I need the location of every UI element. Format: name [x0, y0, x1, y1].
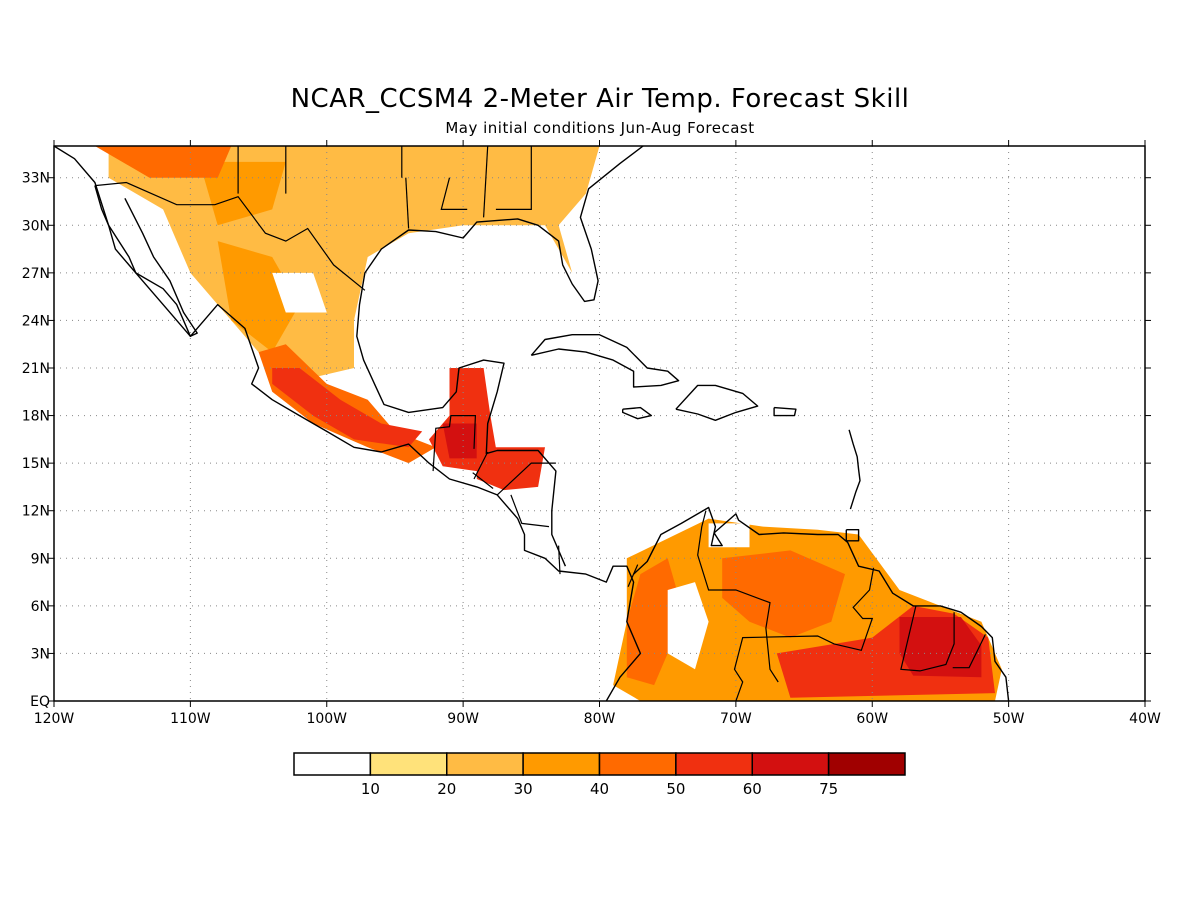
coastline-cuba — [530, 334, 680, 388]
colorbar-swatch — [598, 752, 677, 776]
colorbar-swatch — [751, 752, 830, 776]
colorbar-swatch — [293, 752, 372, 776]
colorbar-swatch — [446, 752, 524, 776]
lat-tick-label: 3N — [31, 646, 50, 662]
skill-region-honduras — [476, 447, 545, 491]
colorbar-swatch — [369, 752, 448, 776]
lat-tick-label: 9N — [31, 551, 50, 567]
border-line — [483, 146, 489, 218]
lon-tick-label: 100W — [306, 711, 347, 727]
skill-region-northern-mexico-usa — [108, 146, 600, 384]
coastline-puerto-rico — [773, 406, 797, 417]
border-line — [952, 634, 986, 669]
page-subtitle: May initial conditions Jun-Aug Forecast — [445, 119, 755, 137]
colorbar-label: 60 — [743, 780, 762, 798]
skill-region-colombia-white-patch — [667, 582, 709, 670]
coastline-south-america — [633, 506, 1010, 701]
lat-tick-label: 33N — [22, 171, 50, 187]
colorbar-label: 10 — [361, 780, 380, 798]
lat-tick-label: 21N — [22, 361, 50, 377]
coastline-lesser-antilles — [848, 429, 861, 510]
skill-region-guatemala-core — [442, 423, 477, 459]
border-line — [405, 177, 410, 229]
coastline-trinidad — [845, 529, 860, 542]
coastline-jamaica — [622, 406, 652, 420]
skill-region-venezuela-central — [722, 550, 845, 638]
skill-region-southwest-us-hot — [94, 146, 232, 178]
lat-tick-label: 30N — [22, 218, 50, 234]
lon-tick-label: 40W — [1129, 711, 1161, 727]
border-line — [697, 510, 779, 683]
colorbar-label: 20 — [437, 780, 456, 798]
coastline-baja — [94, 185, 198, 337]
border-line — [94, 181, 366, 291]
border-line — [627, 564, 639, 588]
border-line — [733, 567, 875, 701]
colorbar: 10 20 30 40 50 60 75 — [293, 752, 906, 798]
colorbar-label: 75 — [819, 780, 838, 798]
lat-tick-label: 27N — [22, 266, 50, 282]
colorbar-label: 50 — [666, 780, 685, 798]
coastline-hispaniola — [675, 384, 759, 421]
border-line — [495, 146, 532, 210]
skill-region-mexico-south-hot — [272, 368, 423, 448]
lat-tick-label: 12N — [22, 504, 50, 520]
lon-tick-label: 110W — [170, 711, 211, 727]
coastline-gulf-caribbean — [356, 146, 644, 567]
lon-tick-label: 80W — [584, 711, 616, 727]
colorbar-swatch — [522, 752, 601, 776]
border-line — [473, 451, 489, 480]
colorbar-swatch — [827, 752, 906, 776]
page-title: NCAR_CCSM4 2-Meter Air Temp. Forecast Sk… — [290, 84, 910, 114]
lat-tick-label: 15N — [22, 456, 50, 472]
border-line — [472, 472, 494, 489]
skill-region-sierra-madre-occidental — [217, 241, 300, 353]
coastlines-and-borders — [54, 146, 1010, 701]
lat-tick-label: 24N — [22, 313, 50, 329]
border-line — [510, 494, 550, 528]
lon-tick-label: 50W — [993, 711, 1025, 727]
colorbar-label: 40 — [590, 780, 609, 798]
lat-tick-label: 18N — [22, 409, 50, 425]
lat-lon-grid — [54, 146, 1145, 701]
border-line — [496, 462, 556, 496]
skill-region-northern-mexico-white — [272, 272, 327, 313]
lon-tick-label: 90W — [447, 711, 479, 727]
skill-region-guianas-hot — [899, 617, 982, 678]
lon-tick-label: 120W — [34, 711, 75, 727]
skill-region-yucatan-guatemala — [429, 368, 498, 472]
lon-tick-label: 60W — [856, 711, 888, 727]
border-line — [440, 177, 468, 210]
axis-ticks: 120W 110W 100W 90W 80W 70W 60W 50W 40W EQ 3N 6N 9N 12… — [22, 140, 1161, 727]
lat-tick-label: 6N — [31, 599, 50, 615]
skill-shading — [94, 146, 1002, 701]
colorbar-label: 30 — [514, 780, 533, 798]
border-line — [900, 605, 955, 672]
border-line — [558, 545, 561, 575]
border-line — [432, 415, 477, 472]
lat-tick-label: EQ — [30, 694, 50, 710]
skill-region-northwest-mexico-warm — [163, 161, 286, 226]
lon-tick-label: 70W — [720, 711, 752, 727]
coastline-north-america — [54, 146, 642, 701]
colorbar-swatch — [675, 752, 753, 776]
